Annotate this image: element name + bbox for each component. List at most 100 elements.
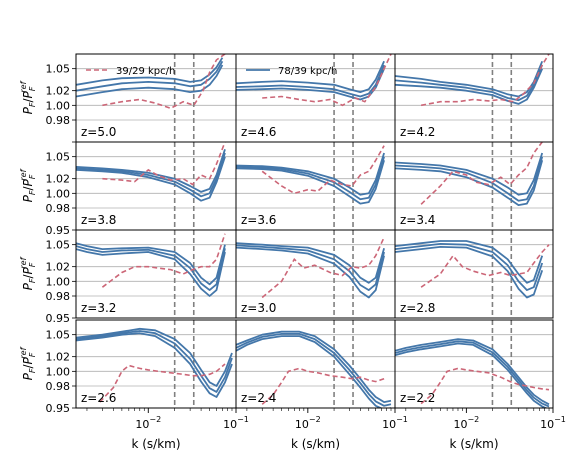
panel-label: z=2.2	[400, 391, 435, 405]
y-tick-label: 0.98	[46, 290, 71, 303]
legend-pink: 39/29 kpc/h	[86, 66, 175, 77]
y-tick-label: 1.00	[46, 187, 71, 200]
panel-4: z=3.8 0.95 0.98 1.001.02 1.05 PF/PFref	[19, 141, 237, 237]
series-group	[236, 145, 385, 205]
blue-series-line	[76, 64, 224, 98]
x-tick-label: 10−1	[382, 415, 408, 431]
pink-series-line	[261, 145, 385, 195]
legend-blue-label: 78/39 kpc/h	[278, 66, 337, 77]
blue-series-line	[76, 330, 233, 393]
blue-series-line	[236, 156, 385, 201]
blue-series-line	[76, 245, 226, 291]
pink-series-line	[420, 367, 550, 405]
panel-5: z=3.6	[235, 141, 396, 231]
blue-series-line	[236, 60, 385, 93]
blue-series-line	[76, 152, 226, 198]
x-tick-label: 10−2	[453, 415, 479, 431]
blue-series-line	[76, 327, 233, 387]
x-tick-label: 10−2	[135, 415, 161, 431]
series-group	[236, 54, 392, 107]
pink-series-line	[102, 142, 226, 186]
x-axis-label: k (s/km)	[449, 437, 498, 451]
blue-series-line	[395, 152, 544, 196]
pink-series-line	[101, 233, 226, 288]
legend-pink-label: 39/29 kpc/h	[116, 66, 175, 77]
x-axis-label: k (s/km)	[291, 437, 340, 451]
blue-series-line	[76, 57, 224, 86]
panel-label: z=3.6	[241, 213, 276, 227]
blue-series-line	[76, 242, 226, 286]
panel-label: z=3.2	[81, 301, 116, 315]
series-group	[236, 330, 392, 408]
series-group	[76, 54, 226, 110]
y-tick-label: 1.02	[46, 351, 71, 364]
panel-6: z=3.4	[394, 141, 554, 231]
panel-label: z=4.2	[400, 125, 435, 139]
y-axis-label: PF/PFref	[19, 168, 37, 202]
y-axis-label: PF/PFref	[19, 256, 37, 290]
pink-series-line	[420, 142, 543, 205]
blue-series-line	[395, 68, 544, 105]
panel-frame	[394, 319, 554, 409]
blue-series-line	[395, 340, 550, 408]
series-group	[395, 142, 544, 206]
y-tick-label: 1.00	[46, 365, 71, 378]
pink-series-line	[99, 363, 226, 403]
pink-series-line	[420, 244, 550, 288]
panel-label: z=5.0	[81, 125, 116, 139]
blue-series-line	[395, 246, 544, 299]
panel-12: z=2.2 10−2 10−1 k (s/km)	[394, 319, 566, 451]
y-tick-label: 0.95	[46, 224, 71, 237]
blue-series-line	[76, 248, 226, 297]
y-tick-label: 1.05	[46, 151, 71, 164]
series-group	[395, 338, 550, 408]
panel-3: z=4.2	[394, 53, 554, 143]
blue-series-line	[236, 246, 385, 299]
blue-series-line	[236, 244, 385, 291]
pink-series-line	[261, 236, 385, 299]
y-tick-label: 0.95	[46, 312, 71, 325]
series-group	[76, 142, 226, 202]
blue-series-line	[76, 60, 224, 92]
blue-series-line	[395, 338, 550, 406]
y-tick-label: 1.02	[46, 261, 71, 274]
y-tick-label: 0.95	[46, 402, 71, 415]
series-group	[236, 236, 385, 299]
series-group	[76, 233, 226, 297]
blue-series-line	[236, 335, 391, 408]
x-axis-label: k (s/km)	[131, 437, 180, 451]
panel-label: z=2.6	[81, 391, 116, 405]
x-tick-label: 10−2	[295, 415, 321, 431]
blue-series-line	[236, 160, 385, 205]
blue-series-line	[395, 243, 544, 291]
blue-series-line	[236, 333, 392, 407]
y-tick-label: 1.00	[46, 99, 71, 112]
pink-series-line	[262, 54, 392, 107]
panel-9: z=2.8	[394, 229, 554, 319]
y-tick-label: 1.05	[46, 63, 71, 76]
panel-label: z=3.8	[81, 213, 116, 227]
panel-8: z=3.0	[235, 229, 396, 319]
legend-blue: 78/39 kpc/h	[246, 66, 337, 77]
panel-label: z=2.4	[241, 391, 276, 405]
blue-series-line	[76, 332, 233, 398]
blue-series-line	[395, 156, 544, 202]
blue-series-line	[236, 68, 385, 101]
y-tick-label: 1.02	[46, 173, 71, 186]
panel-label: z=4.6	[241, 125, 276, 139]
blue-series-line	[236, 242, 385, 284]
panel-10: z=2.6 0.95 0.98 1.001.02 1.05 PF/PFref 10−2 10−…	[19, 319, 249, 451]
blue-series-line	[395, 342, 548, 408]
blue-series-line	[395, 64, 544, 102]
y-tick-label: 1.02	[46, 85, 71, 98]
series-group	[395, 240, 550, 299]
series-group	[395, 54, 550, 107]
panel-7: z=3.2 0.95 0.98 1.001.02 1.05 PF/PFref	[19, 229, 237, 325]
panel-frame	[394, 229, 554, 319]
blue-series-line	[395, 160, 544, 206]
blue-series-line	[236, 152, 385, 196]
y-tick-label: 1.00	[46, 275, 71, 288]
blue-series-line	[236, 64, 385, 98]
x-tick-label: 10−1	[223, 415, 249, 431]
